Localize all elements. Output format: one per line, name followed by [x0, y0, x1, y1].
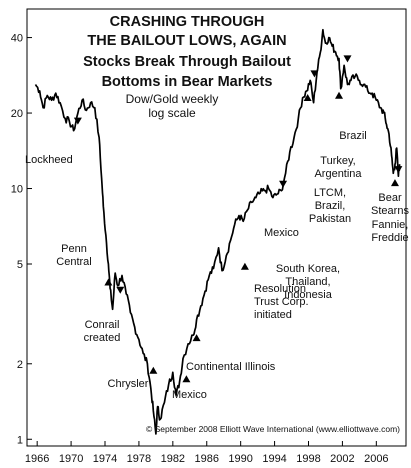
annotation-marker [343, 55, 352, 63]
annotation-label: Pakistan [309, 213, 351, 225]
annotation-marker [192, 334, 201, 342]
annotation: Lockheed [25, 117, 82, 166]
x-tick-label: 1982 [161, 453, 185, 465]
x-tick-label: 2006 [364, 453, 388, 465]
x-tick-label: 1966 [25, 453, 49, 465]
ticks-layer: 1966 1970 1974 1978 1982 1986 1990 1994 1998 2002… [11, 33, 389, 465]
annotation-marker [303, 93, 312, 101]
annotation-label: Turkey, [320, 155, 355, 167]
annotation-label: Mexico [172, 389, 207, 401]
annotation-label: Indonesia [284, 289, 333, 301]
annotation-label: Thailand, [285, 276, 330, 288]
chart-subtitle-line-2: log scale [148, 106, 196, 120]
annotation: Chrysler [108, 366, 158, 390]
annotation: Continental Illinois [186, 334, 276, 373]
annotation-marker [149, 366, 158, 374]
y-tick-label: 10 [11, 184, 23, 196]
annotation-marker [240, 262, 249, 270]
annotation: Mexico [264, 180, 299, 239]
annotation-label: Brazil [339, 130, 367, 142]
x-tick-label: 1998 [296, 453, 320, 465]
annotation-label: Stearns [371, 205, 409, 217]
x-tick-label: 1978 [127, 453, 151, 465]
annotation-label: Central [56, 256, 91, 268]
y-tick-label: 20 [11, 108, 23, 120]
y-tick-label: 5 [17, 259, 23, 271]
annotation-marker [335, 91, 344, 99]
chart-subtitle-line-1: Dow/Gold weekly [126, 92, 219, 106]
annotation-label: Resolution [254, 283, 306, 295]
annotation-marker [390, 179, 399, 187]
x-tick-label: 1986 [195, 453, 219, 465]
chart-title-line-3: Stocks Break Through Bailout [83, 54, 291, 70]
chart-title-line-2: THE BAILOUT LOWS, AGAIN [87, 33, 286, 49]
annotation-label: LTCM, [314, 187, 346, 199]
annotation-marker [73, 117, 82, 125]
x-tick-label: 2002 [330, 453, 354, 465]
annotation: LTCM,Brazil,Pakistan [309, 70, 351, 225]
annotation-label: initiated [254, 309, 292, 321]
annotation-label: Chrysler [108, 378, 149, 390]
annotation-label: Lockheed [25, 154, 73, 166]
annotation: Brazil [339, 55, 367, 142]
chart-title-line-4: Bottoms in Bear Markets [102, 74, 273, 90]
annotation-label: Continental Illinois [186, 361, 276, 373]
annotation-layer: LockheedPennCentralConrailcreatedChrysle… [25, 55, 409, 401]
y-tick-label: 1 [17, 434, 23, 446]
y-tick-label: 2 [17, 359, 23, 371]
plot-frame [26, 8, 407, 447]
series-line-dow-gold [34, 28, 401, 435]
annotation: South Korea,Thailand,Indonesia [276, 93, 340, 301]
annotation-marker [116, 286, 125, 294]
annotation-marker [104, 278, 113, 286]
x-tick-label: 1994 [262, 453, 286, 465]
chart-title-line-1: CRASHING THROUGH [110, 14, 265, 30]
annotation-marker [394, 166, 403, 174]
annotation-label: Penn [61, 243, 87, 255]
annotation-label: Brazil, [315, 200, 346, 212]
annotation-label: Conrail [85, 319, 120, 331]
annotation-label: Freddie [371, 232, 408, 244]
annotation-label: South Korea, [276, 263, 340, 275]
copyright-text: © September 2008 Elliott Wave Internatio… [146, 424, 400, 434]
annotation-marker [279, 180, 288, 188]
annotation-label: Trust Corp. [254, 296, 309, 308]
annotation: Fannie,Freddie [371, 166, 409, 244]
annotation-label: created [84, 332, 121, 344]
annotation-marker [182, 375, 191, 383]
annotation-label: Fannie, [372, 219, 409, 231]
annotation-label: Mexico [264, 227, 299, 239]
annotation: Mexico [172, 375, 207, 401]
y-tick-label: 40 [11, 33, 23, 45]
annotation-label: Argentina [314, 168, 362, 180]
annotation: Turkey,Argentina [314, 91, 362, 180]
x-tick-label: 1974 [93, 453, 117, 465]
x-tick-label: 1990 [228, 453, 252, 465]
annotation-label: Bear [378, 192, 402, 204]
x-tick-label: 1970 [59, 453, 83, 465]
annotation-marker [310, 70, 319, 78]
